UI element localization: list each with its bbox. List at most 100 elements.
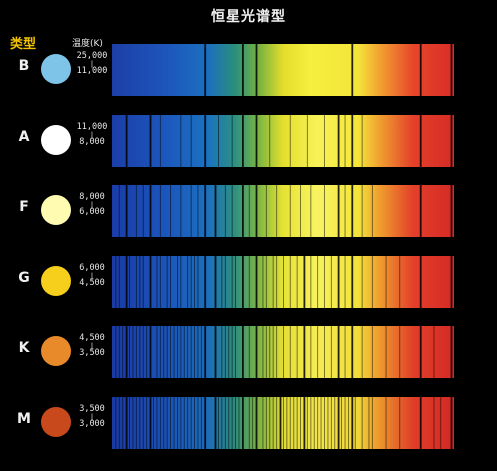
absorption-line-weak (224, 397, 226, 449)
absorption-line-strong (337, 256, 340, 308)
absorption-line-weak (224, 256, 226, 308)
absorption-line-strong (204, 185, 207, 237)
spectrum-band (112, 44, 454, 96)
temperature-high: 6,000 (79, 263, 105, 273)
absorption-line-weak (235, 397, 236, 449)
absorption-line-weak (163, 326, 165, 378)
absorption-line-weak (269, 397, 271, 449)
absorption-line-weak (272, 256, 274, 308)
absorption-line-weak (156, 256, 158, 308)
spectral-row-a: A 11,000 | 8,000 (0, 115, 497, 167)
absorption-line-weak (132, 326, 134, 378)
absorption-line-weak (153, 397, 154, 449)
absorption-line-weak (324, 397, 325, 449)
absorption-line-strong (149, 256, 152, 308)
absorption-line-weak (293, 397, 295, 449)
absorption-line-weak (218, 397, 219, 449)
absorption-line-strong (204, 115, 207, 167)
absorption-line-weak (231, 185, 233, 237)
absorption-line-weak (324, 185, 325, 237)
absorption-line-weak (262, 326, 264, 378)
page-title: 恒星光谱型 (211, 9, 286, 25)
absorption-line-weak (221, 326, 223, 378)
absorption-line-weak (118, 185, 120, 237)
absorption-line-weak (306, 397, 308, 449)
absorption-line-strong (450, 44, 453, 96)
absorption-line-strong (337, 115, 340, 167)
absorption-line-weak (310, 397, 312, 449)
absorption-line-weak (296, 256, 298, 308)
absorption-line-strong (303, 326, 306, 378)
absorption-line-weak (283, 256, 284, 308)
absorption-line-strong (419, 115, 422, 167)
absorption-line-strong (242, 185, 244, 237)
absorption-line-weak (272, 397, 274, 449)
absorption-line-weak (177, 256, 178, 308)
absorption-line-strong (450, 185, 453, 237)
absorption-line-weak (170, 185, 171, 237)
absorption-line-weak (317, 256, 319, 308)
absorption-line-strong (125, 326, 128, 378)
absorption-line-weak (156, 397, 158, 449)
absorption-line-weak (330, 326, 332, 378)
absorption-line-strong (419, 326, 422, 378)
absorption-line-weak (135, 326, 137, 378)
temperature-low: 8,000 (79, 137, 105, 147)
temperature-high: 8,000 (79, 192, 105, 202)
absorption-line-strong (242, 115, 244, 167)
absorption-line-weak (159, 115, 161, 167)
absorption-line-strong (149, 115, 152, 167)
temperature-separator: | (89, 413, 95, 421)
absorption-line-strong (149, 185, 152, 237)
absorption-line-weak (180, 185, 182, 237)
absorption-line-weak (361, 115, 363, 167)
temperature-range: 11,000 | 8,000 (74, 123, 110, 147)
absorption-line-weak (361, 326, 363, 378)
absorption-line-weak (166, 256, 168, 308)
absorption-line-weak (183, 397, 185, 449)
spectrum-band (112, 256, 454, 308)
absorption-line-weak (142, 185, 144, 237)
absorption-line-weak (283, 397, 284, 449)
absorption-line-strong (419, 397, 422, 449)
star-color-swatch (41, 336, 71, 366)
absorption-line-weak (132, 397, 134, 449)
temperature-low: 11,000 (76, 66, 108, 76)
absorption-line-strong (351, 44, 354, 96)
absorption-line-weak (344, 185, 346, 237)
absorption-line-weak (334, 397, 336, 449)
absorption-line-weak (146, 326, 148, 378)
absorption-line-strong (204, 256, 207, 308)
absorption-line-weak (163, 397, 165, 449)
absorption-line-weak (385, 397, 387, 449)
spectral-row-m: M 3,500 | 3,000 (0, 397, 497, 449)
temperature-high: 4,500 (79, 333, 105, 343)
absorption-line-weak (371, 185, 373, 237)
absorption-line-weak (115, 256, 117, 308)
absorption-line-strong (279, 397, 282, 449)
absorption-line-weak (159, 256, 161, 308)
temperature-high: 25,000 (76, 51, 108, 61)
absorption-line-weak (344, 326, 346, 378)
absorption-line-weak (276, 397, 278, 449)
absorption-line-weak (190, 115, 192, 167)
absorption-line-strong (204, 44, 207, 96)
absorption-line-weak (248, 185, 250, 237)
absorption-line-weak (324, 115, 325, 167)
spectrum-band (112, 115, 454, 167)
absorption-line-weak (286, 397, 288, 449)
spectral-row-k: K 4,500 | 3,500 (0, 326, 497, 378)
absorption-line-weak (235, 256, 236, 308)
absorption-line-weak (170, 326, 171, 378)
absorption-line-strong (242, 44, 244, 96)
absorption-line-weak (248, 256, 250, 308)
absorption-line-weak (173, 326, 175, 378)
absorption-line-weak (289, 115, 291, 167)
absorption-line-weak (262, 397, 264, 449)
absorption-line-weak (231, 397, 233, 449)
absorption-line-weak (296, 397, 298, 449)
absorption-line-weak (170, 256, 171, 308)
absorption-line-weak (306, 115, 308, 167)
temperature-separator: | (89, 60, 95, 68)
absorption-line-weak (231, 256, 233, 308)
